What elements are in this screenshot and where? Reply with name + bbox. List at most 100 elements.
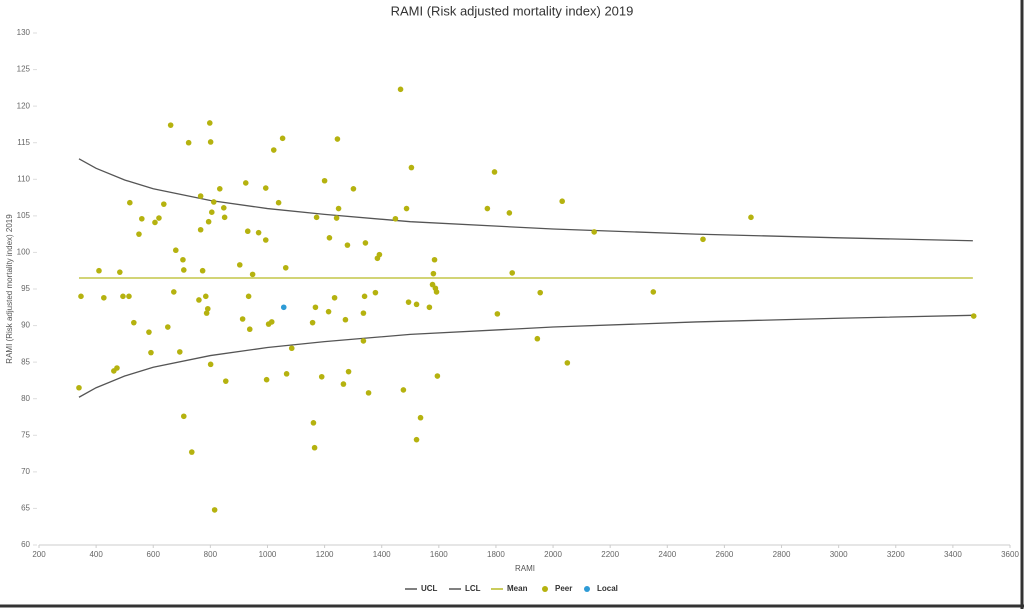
point (78, 293, 84, 300)
point (127, 199, 133, 206)
y-tick-label: 70 (21, 467, 30, 476)
point (430, 270, 437, 277)
point (117, 269, 123, 275)
x-tick-label: 2000 (544, 550, 562, 559)
x-tick-label: 2200 (601, 550, 619, 559)
point (318, 373, 325, 380)
point (311, 444, 318, 451)
point (344, 242, 351, 248)
point (650, 289, 657, 295)
point (325, 308, 332, 315)
x-tick-label: 400 (89, 550, 103, 559)
x-tick-label: 800 (204, 550, 218, 559)
point (405, 299, 412, 305)
point (96, 267, 102, 274)
point (372, 289, 379, 296)
y-tick-label: 100 (17, 248, 31, 257)
y-tick-label: 110 (17, 174, 30, 183)
y-tick-label: 85 (21, 357, 30, 366)
point (262, 237, 269, 243)
y-tick-label: 130 (17, 28, 31, 37)
point (392, 215, 399, 222)
point (748, 214, 754, 221)
point (197, 193, 204, 199)
point (309, 319, 316, 326)
point (331, 294, 338, 301)
point (288, 345, 295, 352)
y-tick-label: 60 (21, 540, 30, 549)
point (408, 164, 415, 171)
legend-symbol (542, 586, 548, 592)
point (199, 267, 206, 274)
x-tick-label: 1800 (487, 550, 505, 559)
point (335, 205, 342, 212)
point (216, 185, 223, 192)
point (506, 210, 513, 216)
point (345, 368, 352, 375)
point (431, 256, 438, 263)
y-tick-label: 105 (17, 211, 31, 220)
point (534, 335, 541, 342)
x-tick-label: 1200 (316, 550, 334, 559)
point (262, 185, 269, 191)
point (365, 390, 372, 396)
point (334, 136, 341, 142)
point (413, 436, 420, 443)
point (255, 229, 262, 236)
point (283, 371, 290, 377)
point (131, 319, 137, 326)
point (207, 361, 214, 368)
point (403, 205, 410, 212)
point (263, 376, 270, 383)
point (220, 205, 227, 211)
x-axis-label: RAMI (515, 564, 535, 573)
point (120, 293, 126, 300)
legend-label: LCL (465, 584, 481, 593)
point (279, 135, 286, 142)
point (537, 289, 544, 296)
point (426, 304, 433, 311)
point (167, 122, 174, 128)
point (242, 180, 249, 186)
point (360, 338, 367, 344)
x-tick-label: 3000 (830, 550, 848, 559)
point (310, 420, 317, 426)
point (361, 293, 368, 300)
point (202, 293, 209, 300)
legend-label: Local (597, 584, 618, 593)
point (206, 120, 213, 126)
point (180, 267, 187, 273)
point (340, 381, 347, 387)
point (970, 313, 977, 319)
point (362, 240, 369, 246)
point (172, 247, 179, 254)
point (148, 349, 154, 356)
point (246, 326, 253, 333)
point (221, 214, 228, 221)
x-tick-label: 200 (32, 550, 46, 559)
point (197, 226, 204, 233)
point (700, 236, 706, 243)
x-tick-label: 2400 (658, 550, 676, 559)
point (509, 270, 516, 276)
point (494, 311, 501, 317)
point (326, 235, 333, 241)
y-tick-label: 75 (21, 430, 30, 439)
point (434, 373, 441, 379)
x-tick-label: 3600 (1001, 550, 1019, 559)
legend-label: Peer (555, 584, 572, 593)
series-line (78, 158, 973, 242)
point (244, 228, 251, 235)
y-tick-label: 120 (17, 101, 31, 110)
point (484, 205, 491, 212)
point (564, 360, 571, 366)
point (196, 297, 202, 303)
x-tick-label: 1600 (430, 550, 448, 559)
point (161, 201, 167, 207)
x-tick-label: 3400 (944, 550, 962, 559)
point (313, 214, 320, 221)
y-tick-label: 90 (21, 321, 30, 330)
point (210, 199, 217, 205)
point (239, 316, 246, 322)
